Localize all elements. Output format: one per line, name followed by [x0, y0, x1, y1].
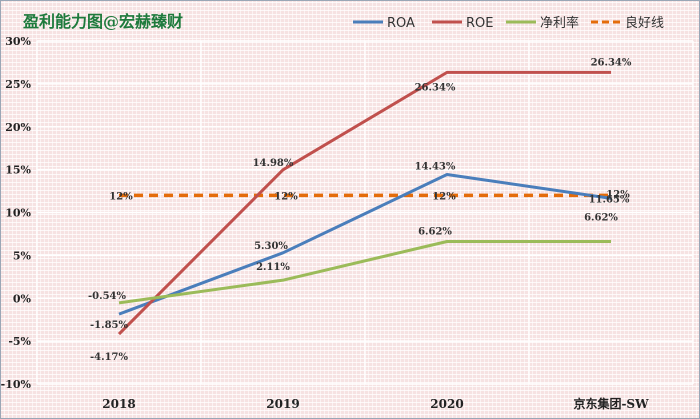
- data-label: 11.65%: [589, 194, 630, 205]
- data-label: 26.34%: [591, 57, 632, 68]
- y-tick-label: 25%: [5, 78, 31, 91]
- x-tick-label: 2019: [266, 397, 299, 411]
- y-tick-label: 20%: [5, 121, 31, 134]
- data-label: 12%: [274, 191, 298, 202]
- data-label: -1.85%: [90, 320, 129, 331]
- series-line-净利率: [118, 239, 611, 305]
- data-label: -0.54%: [88, 291, 127, 302]
- chart-title: 盈利能力图@宏赫臻财: [22, 12, 183, 31]
- legend-label: ROE: [466, 16, 493, 31]
- data-label: -4.17%: [90, 352, 129, 363]
- y-tick-label: 10%: [5, 207, 31, 220]
- data-label: 2.11%: [256, 262, 290, 273]
- y-tick-label: 30%: [5, 35, 31, 48]
- data-label: 5.30%: [254, 241, 288, 252]
- data-label: 12%: [432, 191, 456, 202]
- y-tick-label: 15%: [5, 164, 31, 177]
- y-axis-ticks: -10% -5% 0% 5% 10% 15% 20% 25% 30%: [1, 35, 32, 391]
- x-tick-label: 京东集团-SW: [573, 396, 649, 411]
- data-label: 12%: [109, 191, 133, 202]
- data-label: 14.43%: [415, 162, 456, 173]
- data-label: 26.34%: [415, 82, 456, 93]
- y-tick-label: -10%: [1, 378, 32, 391]
- y-tick-label: -5%: [8, 335, 31, 348]
- series-lines: [117, 70, 612, 336]
- x-tick-label: 2018: [102, 397, 135, 411]
- x-tick-label: 2020: [430, 397, 463, 411]
- data-label: 12%: [606, 189, 630, 200]
- x-axis-ticks: 2018 2019 2020 京东集团-SW: [102, 396, 649, 411]
- data-labels: -1.85% 5.30% 14.43% 11.65% -4.17% 14.98% 26.34…: [88, 57, 632, 363]
- legend-label: 良好线: [625, 15, 664, 31]
- y-tick-label: 0%: [13, 292, 32, 305]
- data-label: 14.98%: [253, 158, 294, 169]
- data-label: 6.62%: [418, 226, 452, 237]
- legend: ROA ROE 净利率 良好线: [353, 15, 664, 31]
- series-line-ROE: [117, 70, 611, 336]
- legend-label: ROA: [387, 16, 415, 31]
- legend-label: 净利率: [540, 15, 579, 31]
- series-line-ROA: [118, 173, 612, 316]
- y-tick-label: 5%: [13, 249, 32, 262]
- data-label: 6.62%: [584, 212, 618, 223]
